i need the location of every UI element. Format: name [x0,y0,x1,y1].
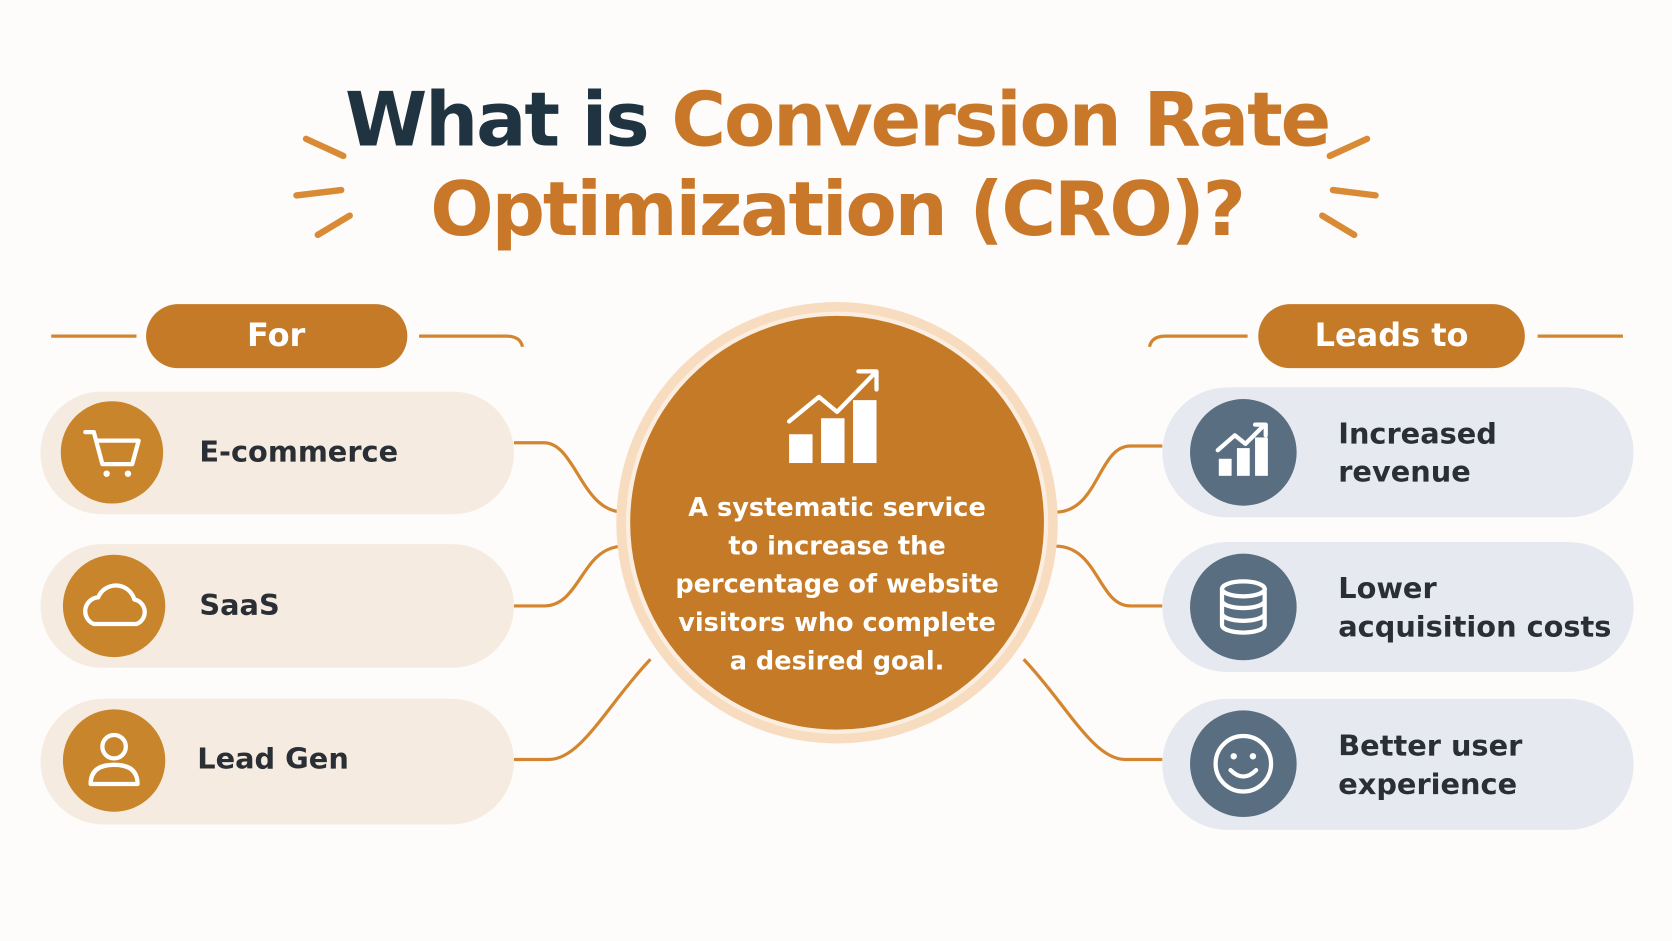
growth-arrow [786,369,879,424]
title-line-1: What is Conversion Rate [345,76,1329,163]
title-line-2: Optimization (CRO)? [430,166,1244,253]
item-label: revenue [1338,455,1471,489]
item-label: E-commerce [199,434,398,468]
right-item: Increased revenue [1162,387,1634,518]
center-text: visitors who complete [678,608,996,638]
leads-label: Leads to [1315,316,1469,354]
right-item: Lower acquisition costs [1162,541,1634,673]
left-item: SaaS [40,544,514,668]
growth-icon [789,400,877,464]
center-text: a desired goal. [730,646,945,676]
center-circle [625,311,1049,734]
item-label: SaaS [199,588,279,622]
item-label: acquisition costs [1338,609,1611,643]
title-rays [293,135,1379,239]
leads-pill [1258,304,1525,369]
item-label: experience [1338,767,1517,801]
left-item: E-commerce [40,391,514,515]
for-label: For [247,316,306,354]
item-label: Better user [1338,729,1523,763]
connectors [51,334,1623,762]
left-item: Lead Gen [40,698,514,825]
for-pill [146,304,408,369]
center-text: percentage of website [675,570,999,600]
item-label: Increased [1338,416,1497,450]
right-item: Better user experience [1162,698,1634,830]
center-text: to increase the [728,531,945,561]
item-label: Lower [1338,571,1437,605]
item-label: Lead Gen [197,742,349,776]
center-text: A systematic service [688,493,986,523]
